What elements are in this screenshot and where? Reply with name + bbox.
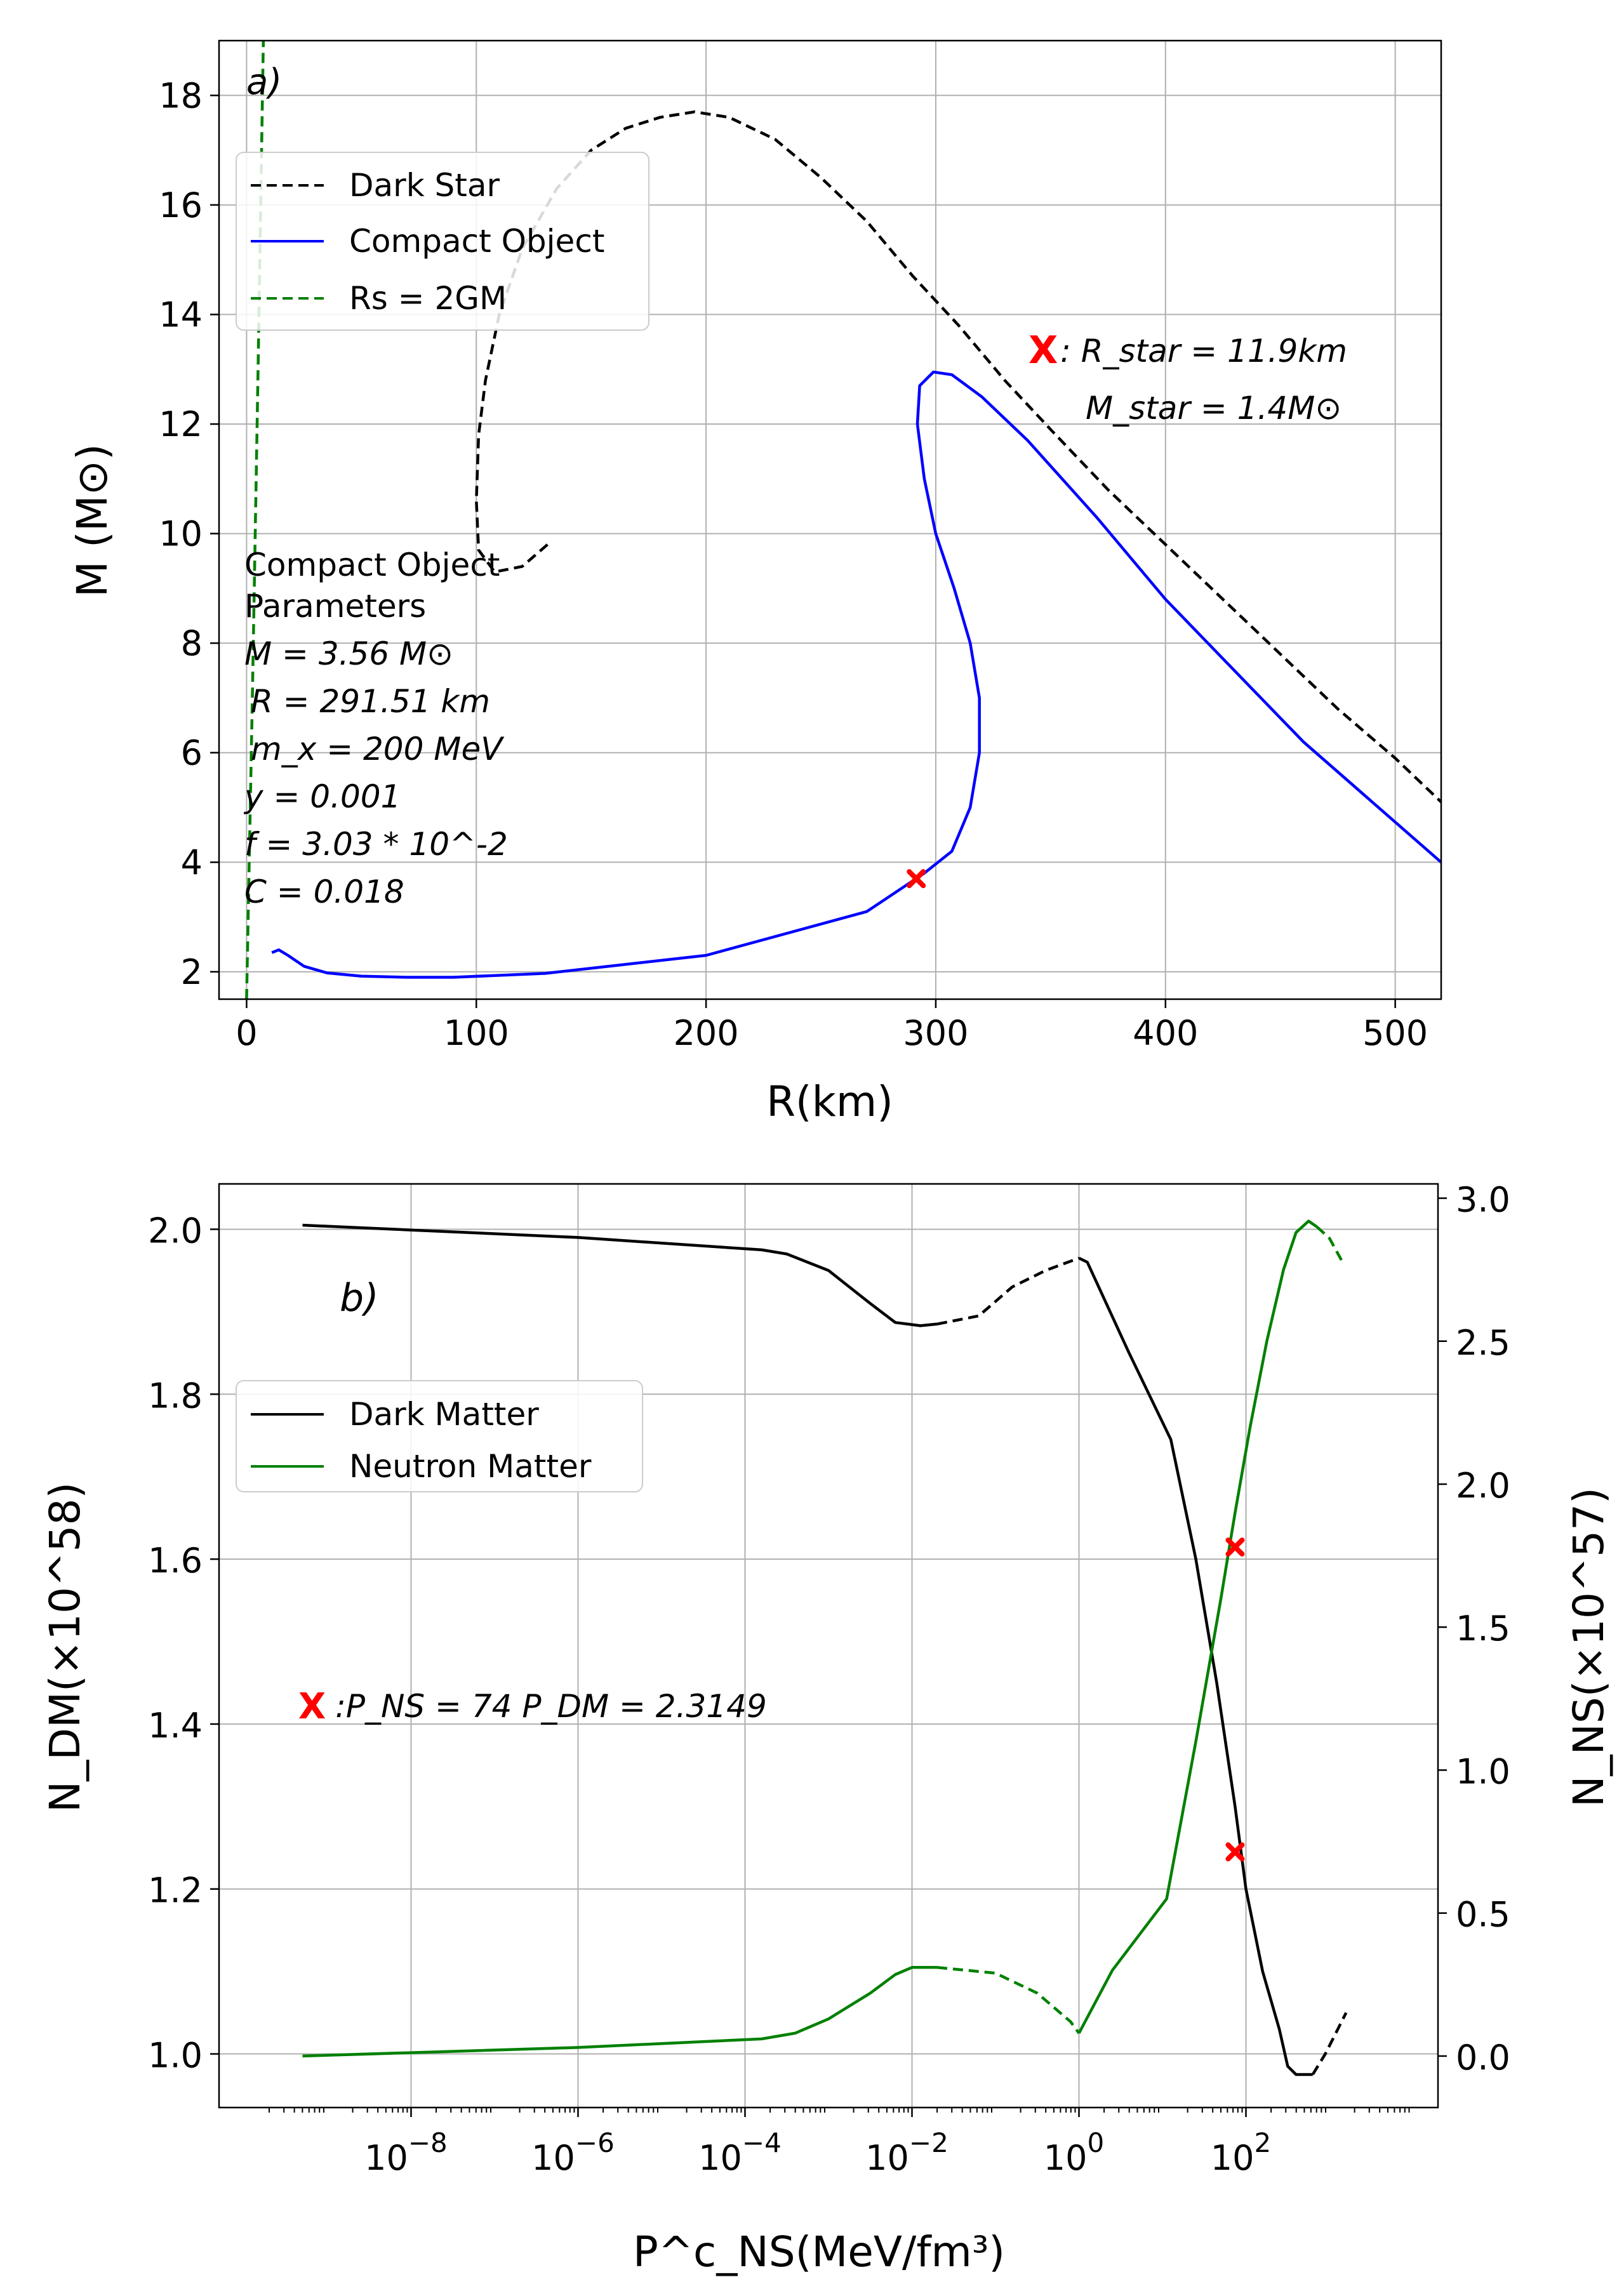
neutron-matter-line-segment bbox=[1315, 1225, 1343, 1262]
a-ytick-label: 16 bbox=[159, 185, 203, 225]
b-ytick-right-label: 3.0 bbox=[1456, 1180, 1510, 1220]
panel-a-grid bbox=[219, 41, 1441, 999]
a-ytick-label: 8 bbox=[181, 623, 203, 663]
panel-a-legend: Dark Star Compact Object Rs = 2GM bbox=[236, 152, 649, 331]
star-mass-annotation: M_star = 1.4M⊙ bbox=[1086, 390, 1341, 427]
params-title-line2: Parameters bbox=[244, 588, 426, 625]
panel-b-markers bbox=[1225, 1537, 1245, 1862]
b-xtick-label: 10−8 bbox=[364, 2127, 448, 2178]
b-xtick-label: 10−2 bbox=[865, 2127, 948, 2178]
b-xtick-base: 10 bbox=[865, 2138, 909, 2178]
b-ytick-left-label: 2.0 bbox=[148, 1211, 203, 1251]
panel-a-label: a) bbox=[246, 62, 282, 103]
panel-b-ylabel-left: N_DM(×10^58) bbox=[41, 1482, 90, 1812]
b-xtick-power: −6 bbox=[575, 2127, 615, 2158]
star-radius-annotation: : R_star = 11.9km bbox=[1060, 333, 1347, 369]
a-ytick-label: 4 bbox=[181, 842, 203, 882]
panel-b-legend: Dark Matter Neutron Matter bbox=[236, 1380, 643, 1492]
b-ytick-right-label: 2.0 bbox=[1456, 1466, 1510, 1506]
param-mx: m_x = 200 MeV bbox=[251, 731, 505, 767]
b-xtick-base: 10 bbox=[1044, 2138, 1088, 2178]
b-ytick-right-label: 1.5 bbox=[1456, 1609, 1510, 1649]
panel-b-grid bbox=[219, 1184, 1438, 2108]
a-ytick-label: 18 bbox=[159, 76, 203, 116]
panel-b-frame bbox=[218, 1183, 1439, 2109]
pressure-annotation: :P_NS = 74 P_DM = 2.3149 bbox=[335, 1688, 767, 1725]
legend-label-dark-star: Dark Star bbox=[349, 167, 500, 204]
a-xtick-label: 300 bbox=[903, 1013, 968, 1053]
param-f: f = 3.03 * 10^-2 bbox=[244, 826, 508, 863]
a-xtick-label: 100 bbox=[444, 1013, 509, 1053]
b-xtick-label: 100 bbox=[1044, 2127, 1104, 2178]
a-ytick-label: 12 bbox=[159, 404, 203, 444]
b-xtick-power: −2 bbox=[909, 2127, 948, 2158]
param-mass: M = 3.56 M⊙ bbox=[244, 635, 453, 672]
panel-b-ticks: 10−8 10−6 10−4 10−2 100 1021.01.21.41.61.82.0… bbox=[148, 1180, 1510, 2178]
b-xtick-power: −4 bbox=[742, 2127, 782, 2158]
a-compact-object-marker bbox=[907, 869, 926, 889]
b-xtick-base: 10 bbox=[1211, 2138, 1255, 2178]
b-ytick-right-label: 0.5 bbox=[1456, 1895, 1510, 1935]
legend-label-neutron-matter: Neutron Matter bbox=[349, 1448, 592, 1485]
b-ytick-right-label: 1.0 bbox=[1456, 1751, 1510, 1791]
a-xtick-label: 200 bbox=[674, 1013, 739, 1053]
a-ytick-label: 2 bbox=[181, 952, 203, 992]
panel-b-label: b) bbox=[340, 1276, 379, 1320]
star-marker-glyph: X bbox=[1028, 328, 1058, 373]
b-xtick-power: −8 bbox=[408, 2127, 448, 2158]
b-ytick-left-label: 1.4 bbox=[148, 1706, 203, 1746]
panel-a-frame bbox=[218, 39, 1442, 1000]
a-xtick-label: 400 bbox=[1133, 1013, 1198, 1053]
b-dark-matter-marker bbox=[1225, 1842, 1245, 1862]
b-xtick-base: 10 bbox=[698, 2138, 742, 2178]
b-ytick-right-label: 0.0 bbox=[1456, 2038, 1510, 2078]
legend-label-dark-matter: Dark Matter bbox=[349, 1396, 539, 1433]
pressure-marker-glyph: X bbox=[298, 1686, 326, 1727]
dark-matter-line-segment bbox=[936, 1256, 1080, 1326]
panel-b: 10−8 10−6 10−4 10−2 100 1021.01.21.41.61.82.0… bbox=[41, 1180, 1613, 2276]
compact-object-line bbox=[271, 370, 1442, 979]
b-ytick-left-label: 1.0 bbox=[148, 2036, 203, 2076]
panel-b-xlabel: P^c_NS(MeV/fm³) bbox=[633, 2228, 1005, 2276]
neutron-matter-line-segment bbox=[936, 1966, 1081, 2035]
panel-a-markers bbox=[907, 869, 926, 889]
param-y: y = 0.001 bbox=[243, 778, 401, 815]
b-xtick-label: 10−6 bbox=[531, 2127, 615, 2178]
param-c: C = 0.018 bbox=[244, 873, 404, 910]
neutron-matter-line-segment bbox=[1077, 1219, 1318, 2034]
b-xtick-label: 102 bbox=[1211, 2127, 1271, 2178]
params-title-line1: Compact Object bbox=[244, 547, 500, 583]
a-xtick-label: 500 bbox=[1362, 1013, 1428, 1053]
b-ytick-left-label: 1.2 bbox=[148, 1871, 203, 1911]
a-ytick-label: 14 bbox=[159, 295, 203, 335]
b-xtick-label: 10−4 bbox=[698, 2127, 782, 2178]
legend-label-compact-object: Compact Object bbox=[349, 223, 604, 260]
dark-matter-line-segment bbox=[1078, 1256, 1313, 2076]
panel-a-ticks: 0 100 200 300 400 500 2 4 6 8 10 12 14 16 18 bbox=[159, 76, 1428, 1053]
dark-matter-line-segment bbox=[302, 1223, 938, 1327]
panel-a-ylabel: M (M⊙) bbox=[68, 444, 117, 597]
a-xtick-label: 0 bbox=[236, 1013, 257, 1053]
b-ytick-right-label: 2.5 bbox=[1456, 1323, 1510, 1363]
panel-a-xlabel: R(km) bbox=[766, 1077, 893, 1126]
panel-a: 0 100 200 300 400 500 2 4 6 8 10 12 14 16 18 a) Dark S… bbox=[68, 39, 1442, 1126]
b-xtick-power: 0 bbox=[1088, 2127, 1105, 2158]
neutron-matter-line-segment bbox=[302, 1966, 937, 2058]
b-neutron-matter-marker bbox=[1225, 1537, 1245, 1557]
dark-matter-line-segment bbox=[1311, 2012, 1348, 2076]
dark-star-line bbox=[475, 110, 1442, 804]
panel-b-ylabel-right: N_NS(×10^57) bbox=[1564, 1487, 1613, 1807]
b-ytick-left-label: 1.6 bbox=[148, 1541, 203, 1581]
panel-b-lines bbox=[302, 1219, 1348, 2076]
param-radius: R = 291.51 km bbox=[251, 683, 490, 720]
compact-object-parameters: Compact Object Parameters M = 3.56 M⊙ R … bbox=[243, 547, 508, 910]
legend-label-rs: Rs = 2GM bbox=[349, 280, 507, 317]
a-ytick-label: 6 bbox=[181, 733, 203, 773]
b-xtick-power: 2 bbox=[1255, 2127, 1272, 2158]
b-xtick-base: 10 bbox=[364, 2138, 408, 2178]
b-xtick-base: 10 bbox=[531, 2138, 575, 2178]
b-ytick-left-label: 1.8 bbox=[148, 1376, 203, 1416]
a-ytick-label: 10 bbox=[159, 514, 203, 554]
